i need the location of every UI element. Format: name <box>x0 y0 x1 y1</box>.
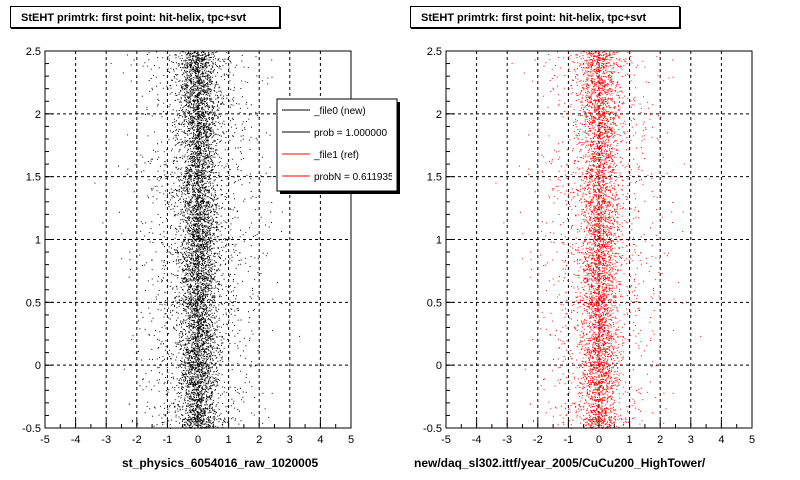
x-tick-label: 4 <box>317 434 323 446</box>
y-tick-label: 0.5 <box>427 297 442 309</box>
y-tick-label: -0.5 <box>22 423 41 435</box>
y-tick-label: -0.5 <box>423 423 442 435</box>
y-tick-label: 0.5 <box>26 297 41 309</box>
x-tick-label: -1 <box>163 434 173 446</box>
x-tick-label: -5 <box>40 434 50 446</box>
x-tick-label: 0 <box>596 434 602 446</box>
chart-title-right: StEHT primtrk: first point: hit-helix, t… <box>410 6 680 28</box>
x-axis-label-left: st_physics_6054016_raw_1020005 <box>122 456 319 470</box>
x-tick-label: 4 <box>718 434 724 446</box>
y-tick-label: 0 <box>436 360 442 372</box>
x-tick-label: -2 <box>132 434 142 446</box>
x-tick-label: 1 <box>627 434 633 446</box>
legend-label: prob = 1.000000 <box>314 128 388 139</box>
y-tick-label: 1.5 <box>26 172 41 184</box>
y-tick-label: 1 <box>436 235 442 247</box>
x-tick-label: -3 <box>101 434 111 446</box>
x-tick-label: -1 <box>564 434 574 446</box>
x-tick-label: -5 <box>441 434 451 446</box>
y-tick-label: 2 <box>35 109 41 121</box>
y-tick-label: 0 <box>35 360 41 372</box>
x-tick-label: 5 <box>348 434 354 446</box>
y-tick-label: 2 <box>436 109 442 121</box>
legend: _file0 (new) prob = 1.000000 _file1 (ref) p… <box>276 98 400 194</box>
x-tick-label: -3 <box>502 434 512 446</box>
x-tick-label: 2 <box>256 434 262 446</box>
x-tick-label: 3 <box>287 434 293 446</box>
chart-title-left: StEHT primtrk: first point: hit-helix, t… <box>10 6 280 28</box>
legend-label: probN = 0.611935 <box>314 172 394 183</box>
legend-label: _file1 (ref) <box>313 150 359 161</box>
x-tick-label: 3 <box>688 434 694 446</box>
y-tick-label: 1.5 <box>427 172 442 184</box>
y-tick-label: 1 <box>35 235 41 247</box>
scatter-points-left <box>94 51 309 429</box>
x-tick-label: 1 <box>226 434 232 446</box>
plot-right: -5 -4 -3 -2 -1 0 1 2 3 4 5 -0.5 0 0.5 1 1.5 2 2.5 <box>423 46 755 446</box>
x-tick-label: -4 <box>71 434 81 446</box>
x-tick-label: -2 <box>533 434 543 446</box>
scatter-points-right <box>495 51 710 429</box>
y-tick-label: 2.5 <box>427 46 442 58</box>
legend-label: _file0 (new) <box>313 106 366 117</box>
x-tick-label: 0 <box>195 434 201 446</box>
legend-entries: _file0 (new) prob = 1.000000 _file1 (ref) p… <box>282 106 394 183</box>
x-axis-label-right: new/daq_sl302.ittf/year_2005/CuCu200_Hig… <box>414 456 706 470</box>
x-tick-label: 5 <box>749 434 755 446</box>
x-tick-label: -4 <box>472 434 482 446</box>
plot-left: -5 -4 -3 -2 -1 0 1 2 3 4 5 -0.5 0 0.5 1 1.5 2 2.5 _file0 (… <box>22 46 400 446</box>
x-tick-label: 2 <box>657 434 663 446</box>
y-tick-label: 2.5 <box>26 46 41 58</box>
